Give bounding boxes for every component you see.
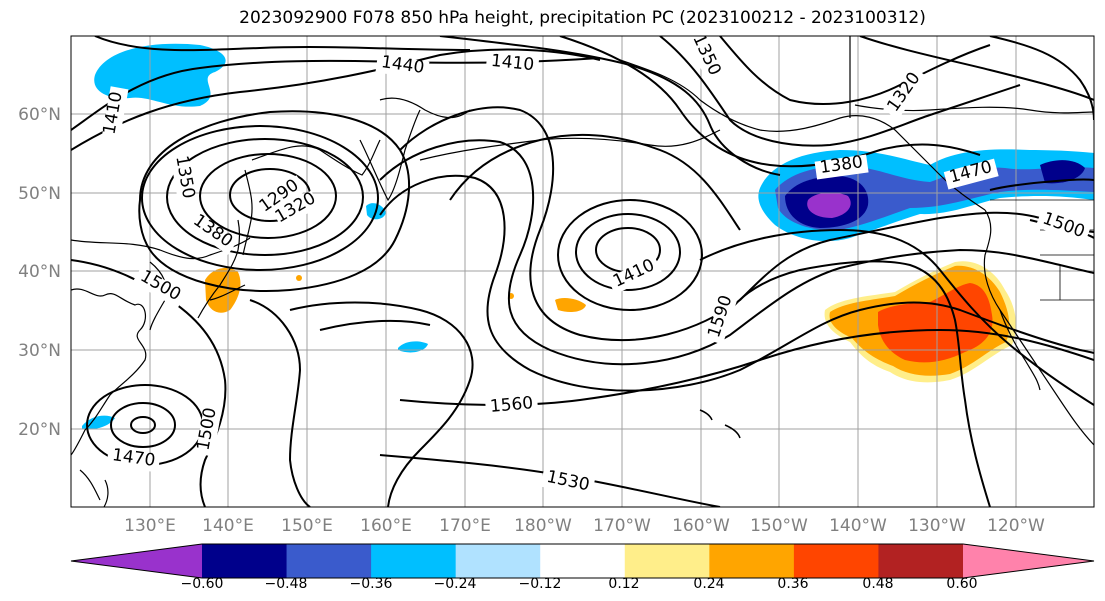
lon-label: 140°E bbox=[202, 516, 254, 536]
lon-label: 150°W bbox=[750, 516, 808, 536]
colorbar-extend-low bbox=[71, 544, 202, 578]
map-title: 2023092900 F078 850 hPa height, precipit… bbox=[239, 8, 926, 28]
colorbar bbox=[70, 543, 1095, 579]
lon-label: 140°W bbox=[829, 516, 887, 536]
lat-label: 50°N bbox=[18, 184, 61, 204]
lon-label: 160°W bbox=[672, 516, 730, 536]
lat-label: 30°N bbox=[18, 341, 61, 361]
lon-label: 180°W bbox=[514, 516, 572, 536]
lon-label: 150°E bbox=[281, 516, 333, 536]
map-frame bbox=[70, 35, 1095, 508]
colorbar-outline bbox=[70, 543, 1095, 579]
colorbar-box bbox=[202, 544, 288, 578]
colorbar-tick-label: 0.48 bbox=[862, 576, 893, 592]
lon-label: 170°E bbox=[439, 516, 491, 536]
colorbar-tick-label: 0.60 bbox=[946, 576, 977, 592]
colorbar-box bbox=[709, 544, 795, 578]
lat-label: 40°N bbox=[18, 262, 61, 282]
lon-label: 130°E bbox=[124, 516, 176, 536]
map-panel: 1440 1410 1350 1320 1410 1350 1290 1320 … bbox=[71, 36, 1094, 507]
contour-label: 1410 bbox=[490, 51, 535, 75]
lat-axis: 60°N 50°N 40°N 30°N 20°N bbox=[18, 105, 61, 440]
colorbar-tick-label: −0.36 bbox=[350, 576, 393, 592]
lon-label: 170°W bbox=[593, 516, 651, 536]
colorbar-box bbox=[286, 544, 372, 578]
colorbar-tick-label: −0.48 bbox=[265, 576, 308, 592]
lon-label: 120°W bbox=[987, 516, 1045, 536]
colorbar-box bbox=[878, 544, 964, 578]
lon-label: 130°W bbox=[908, 516, 966, 536]
colorbar-tick-label: −0.12 bbox=[519, 576, 562, 592]
lon-label: 160°E bbox=[360, 516, 412, 536]
colorbar-box bbox=[624, 544, 710, 578]
lat-label: 60°N bbox=[18, 105, 61, 125]
colorbar-box bbox=[793, 544, 879, 578]
contour-label: 1560 bbox=[489, 393, 534, 417]
colorbar-extend-high bbox=[963, 544, 1094, 578]
colorbar-ticks: −0.60 −0.48 −0.36 −0.24 −0.12 0.12 0.24 … bbox=[181, 576, 978, 592]
colorbar-tick-label: 0.36 bbox=[777, 576, 808, 592]
colorbar-tick-label: −0.60 bbox=[181, 576, 224, 592]
colorbar-box bbox=[455, 544, 541, 578]
colorbar-box bbox=[371, 544, 457, 578]
lon-axis: 130°E 140°E 150°E 160°E 170°E 180°W 170°… bbox=[124, 516, 1045, 536]
colorbar-tick-label: 0.24 bbox=[693, 576, 724, 592]
colorbar-tick-label: −0.24 bbox=[434, 576, 477, 592]
lat-label: 20°N bbox=[18, 420, 61, 440]
colorbar-box bbox=[540, 544, 626, 578]
colorbar-tick-label: 0.12 bbox=[608, 576, 639, 592]
